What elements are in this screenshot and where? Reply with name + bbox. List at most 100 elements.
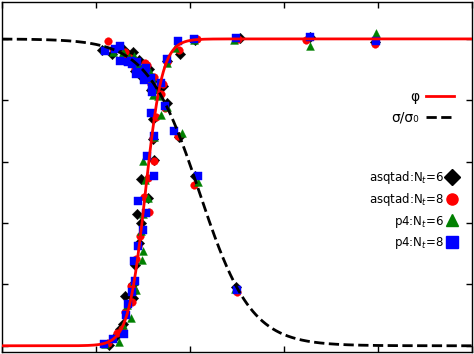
Point <box>194 179 201 184</box>
Point <box>139 66 147 72</box>
Point <box>116 339 123 344</box>
Point <box>151 157 158 163</box>
Point <box>129 49 137 55</box>
Point <box>127 58 135 64</box>
Point <box>139 68 147 74</box>
Point <box>372 39 380 44</box>
Point <box>145 175 152 181</box>
Point <box>134 65 142 71</box>
Point <box>149 136 157 141</box>
Point <box>150 116 157 122</box>
Point <box>190 38 198 43</box>
Point <box>137 233 144 239</box>
Point <box>164 60 171 66</box>
Point <box>234 36 242 41</box>
Point <box>100 46 108 52</box>
Point <box>159 81 167 87</box>
Point <box>129 281 137 286</box>
Point <box>135 241 143 246</box>
Point <box>130 288 137 294</box>
Point <box>119 322 127 328</box>
Point <box>149 136 157 142</box>
Point <box>138 69 146 75</box>
Point <box>135 198 142 204</box>
Point <box>133 69 141 75</box>
Point <box>123 302 131 308</box>
Point <box>232 35 240 41</box>
Point <box>101 341 109 347</box>
Point <box>123 57 130 63</box>
Point <box>137 176 145 182</box>
Point <box>132 63 140 68</box>
Point <box>140 72 148 78</box>
Point <box>113 330 121 335</box>
Point <box>134 244 142 249</box>
Point <box>137 221 145 226</box>
Point <box>154 93 162 99</box>
Point <box>133 72 140 77</box>
Point <box>148 75 155 81</box>
Point <box>117 54 125 59</box>
Point <box>98 47 106 52</box>
Point <box>112 47 119 52</box>
Point <box>128 315 135 320</box>
Point <box>138 74 146 80</box>
Point <box>140 74 147 79</box>
Point <box>158 80 165 86</box>
Point <box>125 55 133 60</box>
Point <box>144 153 151 159</box>
Point <box>141 68 149 74</box>
Point <box>109 336 117 342</box>
Point <box>109 49 117 55</box>
Point <box>145 66 153 72</box>
Point <box>138 69 146 74</box>
Point <box>139 227 146 233</box>
Point <box>112 333 119 339</box>
Point <box>139 159 147 164</box>
Point <box>146 69 154 75</box>
Point <box>120 57 128 63</box>
Point <box>176 51 184 57</box>
Point <box>161 103 169 108</box>
Point <box>143 62 151 67</box>
Point <box>231 286 238 292</box>
Point <box>134 60 141 66</box>
Point <box>148 81 155 87</box>
Point <box>147 87 155 93</box>
Point <box>119 321 127 327</box>
Point <box>142 68 150 73</box>
Point <box>191 182 198 188</box>
Point <box>157 112 164 118</box>
Point <box>128 61 136 67</box>
Point <box>372 39 379 45</box>
Point <box>159 83 167 89</box>
Point <box>117 326 124 331</box>
Point <box>131 68 139 74</box>
Point <box>134 59 141 65</box>
Point <box>306 43 314 48</box>
Point <box>175 134 182 140</box>
Point <box>150 74 158 80</box>
Point <box>100 341 108 347</box>
Point <box>122 309 129 314</box>
Point <box>105 38 112 44</box>
Point <box>373 30 380 36</box>
Point <box>123 313 130 318</box>
Point <box>129 57 137 63</box>
Point <box>152 114 160 120</box>
Point <box>150 87 158 92</box>
Point <box>146 209 153 215</box>
Point <box>140 211 147 217</box>
Point <box>371 41 378 47</box>
Point <box>134 243 141 249</box>
Point <box>133 212 140 217</box>
Point <box>131 278 139 284</box>
Point <box>132 287 140 293</box>
Point <box>149 77 157 83</box>
Point <box>146 73 154 79</box>
Point <box>130 53 137 59</box>
Point <box>171 128 178 133</box>
Point <box>302 37 310 42</box>
Point <box>233 289 241 295</box>
Point <box>141 60 149 66</box>
